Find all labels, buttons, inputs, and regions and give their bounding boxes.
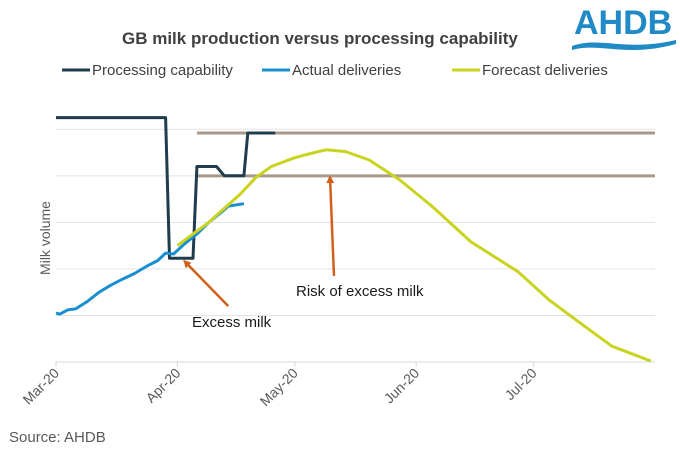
x-axis: Mar-20 Apr-20 May-20 Jun-20 Jul-20: [19, 361, 655, 409]
series-lines: [55, 116, 652, 363]
chart-title: GB milk production versus processing cap…: [122, 29, 518, 48]
svg-text:AHDB: AHDB: [574, 4, 672, 42]
legend-label: Processing capability: [92, 62, 233, 79]
ahdb-logo: AHDB: [572, 4, 676, 50]
x-tick-label: Jun-20: [381, 365, 423, 407]
legend-label: Actual deliveries: [292, 62, 401, 79]
annotations: Excess milk Risk of excess milk: [183, 175, 424, 331]
annotation-arrow: [326, 175, 336, 276]
series-line-actual-deliveries: [55, 202, 245, 316]
annotation-label: Excess milk: [192, 314, 272, 331]
annotation-label: Risk of excess milk: [296, 283, 424, 300]
series-line-forecast-deliveries: [176, 148, 652, 363]
annotation-arrow: [183, 259, 230, 308]
series-line-processing-capability: [56, 116, 276, 260]
x-tick-label: Jul-20: [501, 365, 539, 403]
legend-label: Forecast deliveries: [482, 62, 608, 79]
source-note: Source: AHDB: [9, 429, 106, 446]
y-axis-label: Milk volume: [37, 201, 53, 275]
legend: Processing capability Actual deliveries Fo…: [62, 62, 608, 79]
x-tick-label: May-20: [257, 365, 301, 409]
x-tick-label: Apr-20: [142, 365, 183, 406]
x-tick-label: Mar-20: [19, 365, 62, 408]
